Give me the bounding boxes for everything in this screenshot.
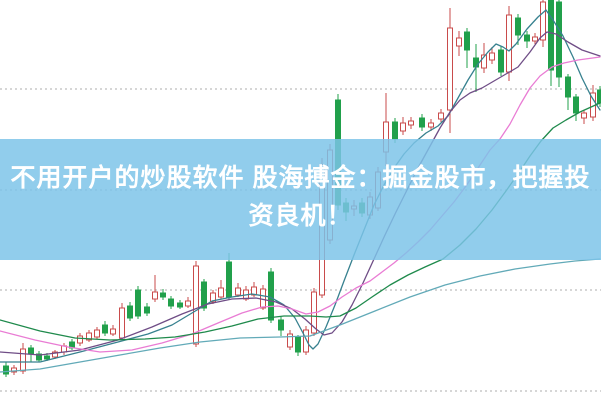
headline-banner: 不用开户的炒股软件 股海搏金：掘金股市，把握投 资良机！ [0, 139, 601, 260]
headline-line-1: 不用开户的炒股软件 股海搏金：掘金股市，把握投 [10, 164, 591, 192]
headline-line-2: 资良机！ [248, 202, 353, 230]
